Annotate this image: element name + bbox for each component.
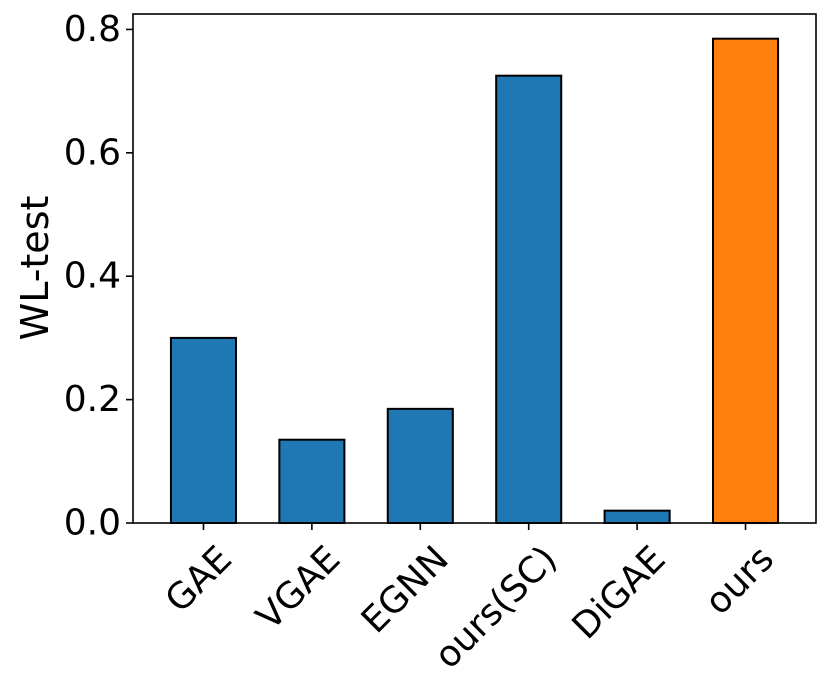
- y-tick-label: 0.0: [64, 503, 121, 544]
- y-axis: 0.0 0.2 0.4 0.6 0.8: [64, 9, 133, 544]
- x-tick-label: GAE: [158, 538, 240, 620]
- bar-vgae: [278, 438, 346, 524]
- bar-ours-sc: [495, 74, 563, 525]
- x-tick-label: DiGAE: [565, 538, 674, 647]
- y-axis-title: WL-test: [13, 196, 57, 341]
- y-tick-label: 0.8: [64, 9, 121, 50]
- x-tick-label: VGAE: [249, 538, 349, 638]
- x-tick-label: ours: [698, 538, 782, 622]
- y-tick-label: 0.2: [64, 379, 121, 420]
- bar-ours: [712, 37, 780, 524]
- bar-egnn: [386, 407, 454, 524]
- y-tick-label: 0.4: [64, 256, 121, 297]
- bars-layer: [169, 37, 780, 525]
- plot-frame: [132, 13, 817, 524]
- bar-digae: [603, 509, 671, 525]
- x-tick-label: EGNN: [354, 538, 457, 641]
- y-tick-label: 0.6: [64, 132, 121, 173]
- bar-gae: [169, 336, 237, 524]
